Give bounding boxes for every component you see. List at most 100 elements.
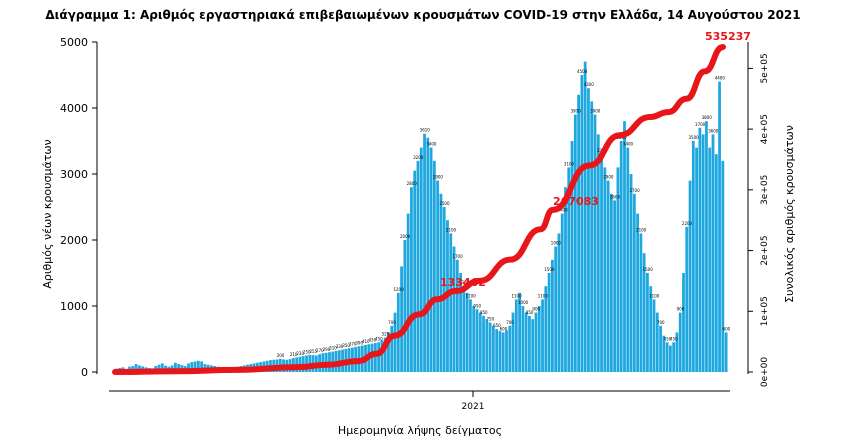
bar-value-label: 520	[382, 332, 390, 337]
bar-value-label: 3100	[564, 161, 575, 166]
bar	[698, 127, 702, 372]
bar-value-label: 600	[723, 326, 731, 331]
y-tick-label: 1000	[60, 300, 88, 313]
bar-value-label: 310	[329, 346, 337, 351]
y2-tick-label: 2e+05	[760, 235, 770, 265]
bar-value-label: 700	[657, 320, 665, 325]
bar	[632, 193, 636, 372]
bar-labels-layer: 200 2102302502552702903103303503703904104…	[277, 69, 731, 358]
bar	[160, 363, 164, 372]
bar	[416, 160, 420, 372]
bar	[452, 246, 456, 372]
bar-value-label: 430	[369, 338, 377, 343]
bar-value-label: 700	[388, 320, 396, 325]
bar-value-label: 250	[303, 350, 311, 355]
bar	[449, 233, 453, 372]
bar-value-label: 450	[375, 336, 383, 341]
y2-axis: 0e+00 1e+05 2e+05 3e+05 4e+05 5e+05	[747, 42, 770, 387]
bar	[442, 207, 446, 372]
y-tick-label: 0	[81, 366, 88, 379]
bar	[675, 332, 679, 372]
bar-value-label: 290	[323, 347, 331, 352]
bar-value-label: 650	[493, 323, 501, 328]
bar	[423, 133, 426, 372]
bar	[655, 312, 659, 372]
bar	[682, 273, 685, 372]
bar	[544, 286, 548, 372]
bar	[668, 345, 672, 372]
bar	[508, 325, 512, 372]
bar-value-label: 750	[487, 317, 495, 322]
bar	[380, 340, 384, 372]
bar	[482, 315, 485, 372]
bar	[688, 180, 692, 372]
bar	[616, 167, 620, 372]
bar	[377, 342, 381, 372]
bar	[531, 319, 535, 372]
bar-value-label: 3610	[420, 128, 431, 133]
bar	[134, 364, 138, 372]
bar	[600, 154, 603, 372]
y2-tick-label: 3e+05	[760, 175, 770, 205]
bar	[577, 94, 580, 373]
bar	[393, 312, 397, 372]
bar	[541, 299, 544, 372]
bar-value-label: 3900	[590, 109, 601, 114]
bar	[606, 180, 610, 372]
bar-value-label: 2700	[629, 188, 640, 193]
bar	[495, 329, 499, 372]
bar-value-label: 3800	[702, 115, 713, 120]
bar	[721, 160, 725, 372]
bar	[613, 200, 617, 372]
bar	[659, 325, 662, 372]
bar-value-label: 4500	[577, 69, 588, 74]
bar	[665, 342, 669, 372]
bar	[583, 61, 587, 373]
bar	[701, 134, 705, 372]
bar	[413, 170, 417, 372]
bar	[465, 292, 469, 372]
bar	[649, 286, 653, 372]
bar	[537, 306, 541, 372]
chart-title: Διάγραμμα 1: Αριθμός εργαστηριακά επιβεβ…	[45, 8, 800, 22]
bar	[514, 299, 518, 372]
bar-value-label: 2600	[610, 194, 621, 199]
bar	[623, 121, 626, 372]
bar	[596, 134, 600, 372]
bar-value-label: 3900	[570, 109, 581, 114]
bar-value-label: 700	[506, 320, 514, 325]
bar-value-label: 410	[362, 339, 370, 344]
bar-value-label: 230	[296, 351, 304, 356]
bar	[705, 121, 708, 372]
bar-value-label: 3200	[413, 155, 424, 160]
bar	[639, 233, 643, 372]
bar	[570, 141, 574, 372]
bar	[714, 154, 718, 372]
bar-value-label: 850	[480, 310, 488, 315]
bar-value-label: 350	[342, 343, 350, 348]
bar-value-label: 3500	[688, 135, 699, 140]
bar-value-label: 200	[277, 353, 285, 358]
bar	[590, 101, 594, 373]
bar	[567, 167, 571, 372]
cumulative-line	[112, 44, 726, 375]
bar	[587, 88, 590, 372]
x-axis-label: Ημερομηνία λήψης δείγματος	[338, 424, 502, 437]
bar	[137, 365, 141, 372]
bar-value-label: 950	[473, 303, 481, 308]
bar	[711, 134, 715, 372]
y2-tick-label: 1e+05	[760, 296, 770, 326]
bar	[524, 312, 528, 372]
bar	[550, 259, 554, 372]
bar-value-label: 1000	[518, 300, 529, 305]
bar	[174, 362, 177, 372]
bar-value-label: 255	[310, 349, 318, 354]
bar-value-label: 270	[316, 348, 324, 353]
bar-value-label: 900	[532, 307, 540, 312]
bar	[459, 273, 462, 372]
bar-value-label: 1500	[544, 267, 555, 272]
y2-tick-label: 5e+05	[760, 53, 770, 83]
bar-value-label: 1100	[511, 293, 522, 298]
y-tick-label: 3000	[60, 168, 88, 181]
bar	[200, 361, 204, 372]
